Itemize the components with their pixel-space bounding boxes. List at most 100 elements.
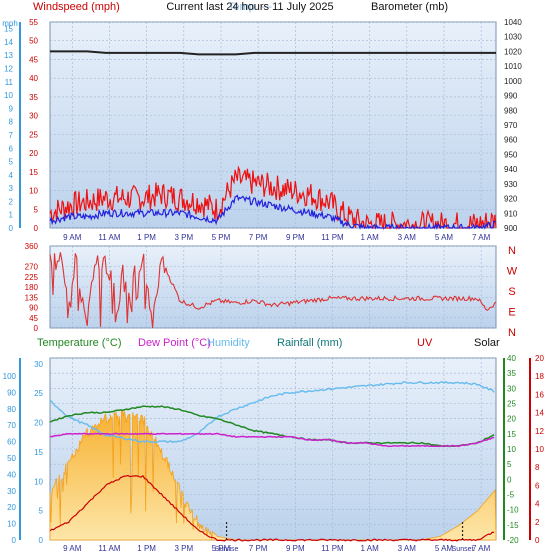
left-tick-label: 10 xyxy=(34,477,43,486)
temperature-line xyxy=(49,405,495,448)
time-tick-label: 7 AM xyxy=(472,233,491,242)
temp-tick-label: 10 xyxy=(507,445,516,454)
baro-tick-label: 980 xyxy=(504,106,518,115)
wind-tick-label: 40 xyxy=(29,74,38,83)
compass-letter: N xyxy=(508,245,516,257)
baro-tick-label: 920 xyxy=(504,195,518,204)
wind-tick-label: 5 xyxy=(34,205,39,214)
humidity-tick-label: 80 xyxy=(7,405,16,414)
uv-tick-label: 2 xyxy=(535,518,540,527)
outer-tick-label: 0 xyxy=(9,224,14,233)
direction-line xyxy=(49,252,497,329)
time-tick-label: 5 PM xyxy=(212,233,231,242)
time-tick-label: 3 AM xyxy=(398,233,417,242)
time-tick-label: 11 AM xyxy=(98,544,120,553)
temp-tick-label: -15 xyxy=(507,521,519,530)
baro-tick-label: 1040 xyxy=(504,18,522,27)
wind-tick-label: 50 xyxy=(29,37,38,46)
time-tick-label: 9 AM xyxy=(63,233,82,242)
left-tick-label: 15 xyxy=(34,448,43,457)
outer-tick-label: 6 xyxy=(9,144,14,153)
humidity-tick-label: 100 xyxy=(3,372,17,381)
uv-tick-label: 0 xyxy=(535,536,540,545)
wind-unit-label: mph xyxy=(2,19,18,28)
time-tick-label: 3 AM xyxy=(398,544,417,553)
uv-tick-label: 12 xyxy=(535,427,544,436)
uv-tick-label: 8 xyxy=(535,463,540,472)
baro-tick-label: 1000 xyxy=(504,77,522,86)
time-tick-label: 7 AM xyxy=(472,544,491,553)
time-tick-label: 5 AM xyxy=(435,233,454,242)
time-tick-label: 1 PM xyxy=(137,544,156,553)
direction-tick-label: 225 xyxy=(25,273,39,282)
humidity-tick-label: 20 xyxy=(7,503,16,512)
wind-tick-label: 35 xyxy=(29,93,38,102)
time-tick-label: 9 AM xyxy=(63,544,82,553)
uv-tick-label: 18 xyxy=(535,372,544,381)
wind-tick-label: 10 xyxy=(29,187,38,196)
windspeed-line xyxy=(49,165,497,231)
time-tick-label: 11 PM xyxy=(321,544,344,553)
direction-tick-label: 360 xyxy=(25,242,39,251)
temp-tick-label: -20 xyxy=(507,536,519,545)
sun-label: Sunset xyxy=(452,546,474,553)
wind-tick-label: 20 xyxy=(29,149,38,158)
outer-tick-label: 2 xyxy=(9,197,14,206)
compass-letter: E xyxy=(508,307,515,319)
uv-tick-label: 6 xyxy=(535,481,540,490)
overlap-title: Temp. --- xyxy=(228,1,272,13)
left-tick-label: 0 xyxy=(39,536,44,545)
humidity-tick-label: 40 xyxy=(7,470,16,479)
time-tick-label: 9 PM xyxy=(286,544,305,553)
baro-tick-label: 990 xyxy=(504,92,518,101)
uv-tick-label: 14 xyxy=(535,409,544,418)
legend-humidity: Humidity xyxy=(207,337,250,349)
temp-tick-label: 15 xyxy=(507,430,516,439)
time-tick-label: 5 PM xyxy=(212,544,231,553)
wind-tick-label: 45 xyxy=(29,55,38,64)
compass-letter: N xyxy=(508,327,516,339)
temp-tick-label: -5 xyxy=(507,491,515,500)
dewpoint-line xyxy=(49,432,495,448)
temp-tick-label: -10 xyxy=(507,506,519,515)
left-tick-label: 30 xyxy=(34,360,43,369)
humidity-tick-label: 50 xyxy=(7,454,16,463)
temp-tick-label: 0 xyxy=(507,475,512,484)
barometer-title: Barometer (mb) xyxy=(371,1,448,13)
temp-tick-label: 35 xyxy=(507,369,516,378)
humidity-tick-label: 90 xyxy=(7,388,16,397)
windspeed-avg-line xyxy=(49,194,497,231)
wind-tick-label: 15 xyxy=(29,168,38,177)
sun-label: Sunrise xyxy=(215,546,239,553)
outer-tick-label: 1 xyxy=(9,211,14,220)
baro-tick-label: 960 xyxy=(504,136,518,145)
outer-tick-label: 15 xyxy=(4,25,13,34)
humidity-line xyxy=(49,380,495,444)
outer-tick-label: 4 xyxy=(9,171,14,180)
time-tick-label: 7 PM xyxy=(249,544,268,553)
uv-tick-label: 10 xyxy=(535,445,544,454)
outer-tick-label: 13 xyxy=(4,51,13,60)
time-tick-label: 9 PM xyxy=(286,233,305,242)
left-tick-label: 20 xyxy=(34,419,43,428)
direction-tick-label: 270 xyxy=(25,263,39,272)
baro-tick-label: 1020 xyxy=(504,47,522,56)
temp-tick-label: 5 xyxy=(507,460,512,469)
baro-tick-label: 950 xyxy=(504,150,518,159)
outer-tick-label: 10 xyxy=(4,91,13,100)
time-tick-label: 1 AM xyxy=(361,544,380,553)
time-tick-label: 3 PM xyxy=(174,544,193,553)
outer-tick-label: 3 xyxy=(9,184,14,193)
humidity-tick-label: 0 xyxy=(12,536,17,545)
wind-tick-label: 30 xyxy=(29,112,38,121)
baro-tick-label: 900 xyxy=(504,224,518,233)
direction-tick-label: 0 xyxy=(34,324,39,333)
compass-letter: S xyxy=(508,286,515,298)
legend-solar: Solar xyxy=(474,337,500,349)
outer-tick-label: 9 xyxy=(9,104,14,113)
legend-temperature: Temperature (°C) xyxy=(37,337,121,349)
barometer-line xyxy=(50,50,496,56)
time-tick-label: 1 PM xyxy=(137,233,156,242)
